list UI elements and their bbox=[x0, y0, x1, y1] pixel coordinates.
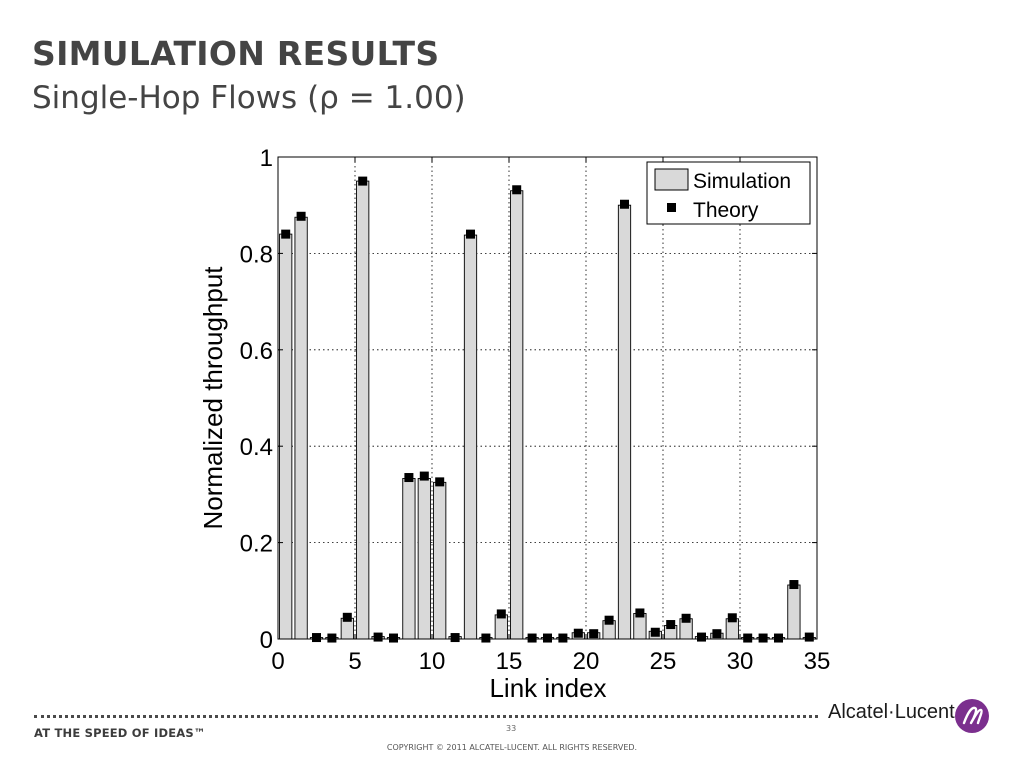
x-tick-label: 30 bbox=[727, 648, 754, 675]
legend-simulation-swatch bbox=[654, 168, 689, 191]
y-tick-label: 1 bbox=[260, 145, 273, 172]
y-tick-label: 0.8 bbox=[240, 241, 273, 268]
theory-marker bbox=[635, 608, 645, 618]
legend-simulation-label: Simulation bbox=[693, 170, 791, 193]
page-number: 33 bbox=[506, 724, 517, 733]
theory-marker bbox=[543, 633, 552, 643]
theory-markers bbox=[281, 176, 814, 643]
copyright-notice: COPYRIGHT © 2011 ALCATEL-LUCENT. ALL RIG… bbox=[386, 743, 638, 752]
theory-marker bbox=[573, 628, 583, 638]
footer-tagline: AT THE SPEED OF IDEAS™ bbox=[34, 726, 206, 740]
plot-frame bbox=[277, 156, 818, 640]
theory-marker bbox=[466, 229, 475, 239]
theory-marker bbox=[558, 633, 568, 643]
theory-marker bbox=[774, 633, 783, 643]
simulation-bar bbox=[787, 584, 801, 640]
x-tick-label: 15 bbox=[496, 648, 523, 675]
grid-lines bbox=[278, 157, 817, 639]
simulation-bar bbox=[294, 216, 308, 640]
theory-marker bbox=[281, 229, 291, 239]
x-tick-label: 10 bbox=[419, 648, 446, 675]
theory-marker bbox=[604, 615, 614, 625]
simulation-bar bbox=[510, 190, 524, 640]
theory-marker bbox=[373, 632, 383, 642]
y-tick-label: 0.4 bbox=[240, 434, 273, 461]
theory-marker bbox=[758, 633, 768, 643]
simulation-bar bbox=[433, 481, 447, 640]
x-axis-label: Link index bbox=[489, 673, 606, 703]
theory-marker bbox=[496, 609, 506, 619]
theory-marker bbox=[481, 633, 491, 643]
footer-divider bbox=[34, 715, 818, 718]
brand-wordmark: Alcatel·Lucent bbox=[828, 701, 955, 723]
alcatel-lucent-logo-icon bbox=[955, 699, 989, 733]
y-axis-label: Normalized throughput bbox=[198, 266, 228, 530]
theory-marker bbox=[527, 633, 537, 643]
x-tick-label: 20 bbox=[573, 648, 600, 675]
slide-title: SIMULATION RESULTS bbox=[32, 34, 440, 73]
y-tick-label: 0 bbox=[260, 627, 273, 654]
legend-theory-marker bbox=[667, 203, 676, 212]
legend-theory-label: Theory bbox=[693, 199, 759, 222]
x-tick-label: 35 bbox=[804, 648, 831, 675]
theory-marker bbox=[358, 176, 368, 186]
x-tick-label: 25 bbox=[650, 648, 677, 675]
theory-marker bbox=[666, 620, 676, 630]
theory-marker bbox=[804, 632, 814, 642]
x-tick-label: 0 bbox=[271, 648, 284, 675]
theory-marker bbox=[312, 633, 321, 643]
theory-marker bbox=[712, 629, 722, 639]
simulation-bar bbox=[494, 614, 508, 640]
y-tick-label: 0.6 bbox=[240, 338, 273, 365]
theory-marker bbox=[512, 185, 522, 195]
theory-marker bbox=[435, 477, 445, 487]
theory-marker bbox=[789, 580, 799, 590]
simulation-bar bbox=[356, 180, 370, 640]
theory-marker bbox=[342, 612, 352, 622]
theory-marker bbox=[650, 627, 660, 637]
theory-marker bbox=[681, 613, 691, 623]
simulation-bar bbox=[279, 233, 293, 640]
theory-marker bbox=[697, 632, 706, 642]
axis-ticks bbox=[277, 156, 818, 640]
theory-marker bbox=[327, 633, 337, 643]
theory-marker bbox=[419, 471, 429, 481]
theory-marker bbox=[589, 629, 599, 639]
theory-marker bbox=[404, 473, 414, 483]
x-tick-label: 5 bbox=[348, 648, 361, 675]
theory-marker bbox=[727, 613, 737, 623]
simulation-bars bbox=[279, 180, 816, 640]
y-tick-label: 0.2 bbox=[240, 531, 273, 558]
theory-marker bbox=[620, 199, 629, 209]
slide-subtitle: Single-Hop Flows (ρ = 1.00) bbox=[32, 80, 466, 116]
simulation-bar bbox=[617, 204, 632, 640]
chart-legend: Simulation Theory bbox=[646, 161, 811, 225]
theory-marker bbox=[743, 633, 753, 643]
theory-marker bbox=[450, 633, 460, 643]
theory-marker bbox=[296, 211, 306, 221]
x-tick-labels: 0 5 10 15 20 25 30 35 bbox=[271, 648, 830, 675]
simulation-bar bbox=[402, 478, 416, 640]
theory-marker bbox=[389, 633, 398, 643]
simulation-bar bbox=[463, 234, 478, 640]
simulation-bar bbox=[417, 478, 431, 640]
y-tick-labels: 0 0.2 0.4 0.6 0.8 1 bbox=[240, 145, 273, 654]
